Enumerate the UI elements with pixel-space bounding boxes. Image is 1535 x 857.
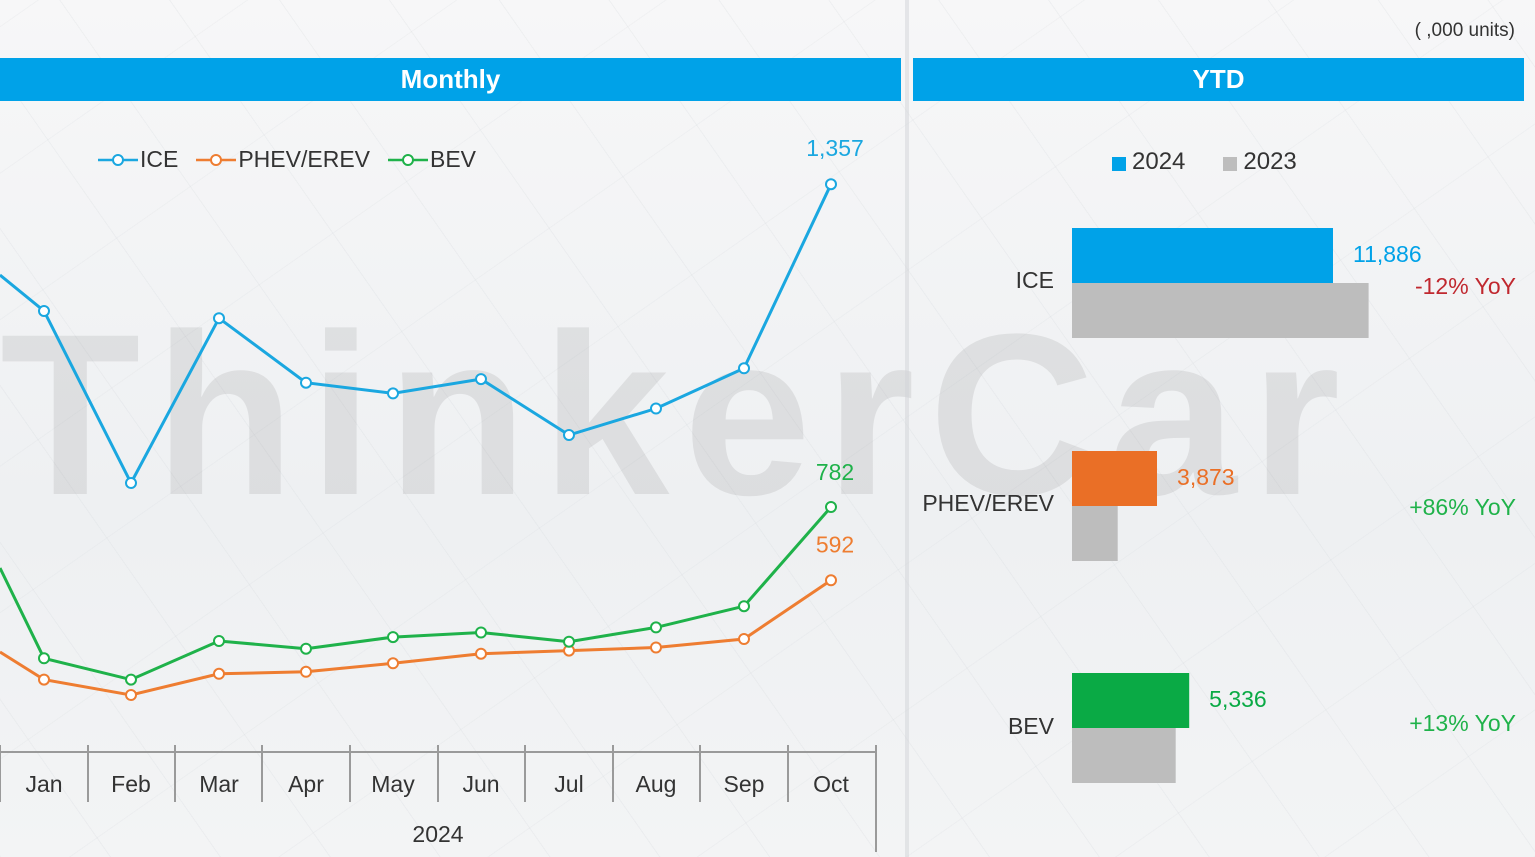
point-ice-jan — [38, 305, 50, 317]
point-bev-aug — [650, 621, 662, 634]
point-ice-may — [387, 387, 399, 400]
data-label-bev-oct: 782 — [816, 459, 854, 485]
point-ice-oct — [825, 178, 837, 191]
data-label-pheverev-oct: 592 — [816, 531, 854, 557]
monthly-legend: ICE PHEV/EREV BEV — [98, 146, 494, 173]
point-ice-jun — [475, 373, 487, 386]
point-ice-aug — [650, 402, 662, 415]
data-label-2024-ice: 11,886 — [1353, 241, 1422, 267]
point-bev-sep — [738, 600, 750, 613]
point-bev-apr — [300, 642, 312, 655]
x-tick-label-aug: Aug — [636, 771, 677, 797]
legend-phev: PHEV/EREV — [196, 146, 370, 173]
legend-2023: 2023 — [1223, 148, 1297, 176]
x-tick-label-jun: Jun — [462, 771, 499, 797]
legend-phev-label: PHEV/EREV — [238, 146, 370, 172]
point-pheverev-jun — [475, 647, 487, 660]
series-line-bev — [0, 506, 833, 682]
point-pheverev-aug — [650, 641, 662, 654]
panel-divider — [905, 0, 909, 857]
legend-2023-label: 2023 — [1243, 148, 1297, 175]
series-line-ice — [0, 183, 833, 487]
units-note: ( ,000 units) — [1414, 20, 1515, 41]
bar-2024-ice — [1072, 228, 1333, 283]
point-bev-jul — [563, 635, 575, 648]
legend-bev-label: BEV — [430, 146, 477, 172]
x-tick-label-feb: Feb — [111, 771, 151, 797]
x-axis-title: 2024 — [412, 821, 463, 847]
point-pheverev-feb — [125, 689, 137, 701]
point-pheverev-oct — [825, 574, 837, 587]
point-bev-oct — [825, 501, 837, 513]
category-label-phev: PHEV/EREV — [922, 490, 1054, 516]
data-label-2024-bev: 5,336 — [1209, 686, 1267, 712]
point-bev-mar — [213, 635, 225, 647]
point-bev-may — [387, 631, 399, 644]
bar-2024-bev — [1072, 673, 1190, 728]
legend-2024-label: 2024 — [1132, 148, 1186, 175]
legend-2024: 2024 — [1112, 148, 1185, 176]
x-tick-label-mar: Mar — [199, 771, 239, 797]
point-bev-jun — [475, 626, 487, 639]
category-label-ice: ICE — [1016, 267, 1054, 293]
x-tick-label-apr: Apr — [288, 771, 324, 797]
point-ice-apr — [300, 376, 312, 389]
point-bev-feb — [125, 673, 137, 686]
point-pheverev-may — [387, 657, 399, 670]
legend-ice-label: ICE — [140, 146, 179, 172]
yoy-annotation-ice: -12% YoY — [1415, 273, 1516, 299]
ytd-legend: 2024 2023 — [1112, 148, 1335, 176]
yoy-annotation-phev: +86% YoY — [1409, 494, 1516, 520]
bar-2024-phev — [1072, 451, 1157, 506]
point-bev-jan — [38, 652, 50, 665]
category-label-bev: BEV — [1008, 713, 1055, 739]
x-tick-label-oct: Oct — [813, 771, 849, 797]
legend-2024-swatch — [1112, 156, 1126, 171]
legend-ice: ICE — [98, 146, 178, 173]
yoy-annotation-bev: +13% YoY — [1409, 710, 1516, 736]
x-tick-label-may: May — [371, 771, 415, 797]
point-pheverev-apr — [300, 665, 312, 678]
bar-2023-bev — [1072, 728, 1176, 783]
x-tick-label-jul: Jul — [554, 771, 583, 797]
point-ice-jul — [563, 429, 575, 441]
data-label-ice-oct: 1,357 — [806, 135, 864, 161]
point-ice-mar — [213, 312, 225, 325]
point-ice-feb — [125, 477, 137, 489]
legend-phev-marker — [196, 153, 237, 166]
point-pheverev-jan — [38, 673, 50, 686]
bar-2023-phev — [1072, 506, 1118, 561]
monthly-line-chart: Jan Feb Mar Apr May Jun Jul Aug Sep Oct 2024 1,357 5… — [0, 135, 877, 852]
point-pheverev-mar — [213, 667, 225, 680]
legend-ice-marker — [98, 153, 138, 166]
x-tick-label-sep: Sep — [724, 771, 765, 797]
legend-bev: BEV — [388, 146, 476, 173]
x-tick-label-jan: Jan — [25, 771, 62, 797]
legend-bev-marker — [388, 153, 428, 166]
legend-2023-swatch — [1223, 156, 1238, 171]
bar-2023-ice — [1072, 283, 1369, 338]
ytd-bar-chart: ICE 11,886 -12% YoY PHEV/EREV 3,873 +86% YoY B… — [922, 228, 1516, 783]
monthly-header: Monthly — [0, 58, 901, 101]
data-label-2024-phev: 3,873 — [1177, 464, 1235, 490]
point-pheverev-sep — [738, 633, 750, 645]
ytd-header: YTD — [913, 58, 1524, 101]
point-ice-sep — [738, 362, 750, 375]
